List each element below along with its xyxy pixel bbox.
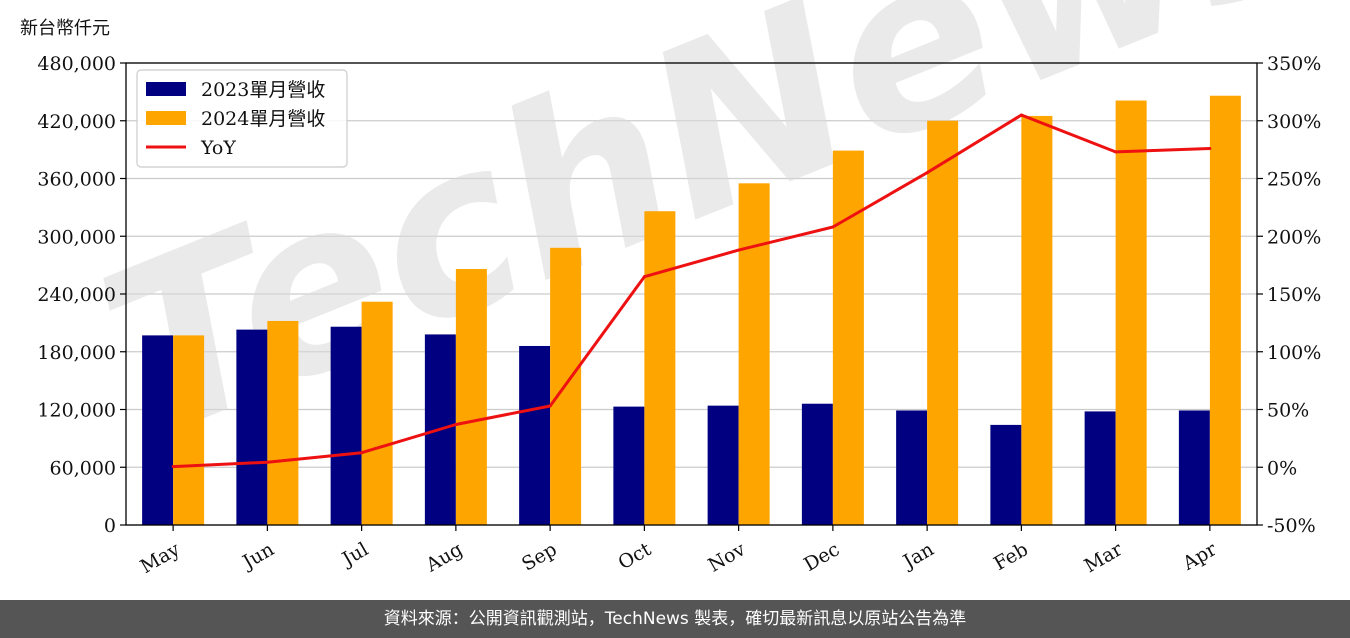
x-tick-label-jul: Jul xyxy=(337,538,372,571)
x-tick-label-dec: Dec xyxy=(800,538,843,576)
bar-2023-nov xyxy=(707,405,739,525)
bar-2024-apr xyxy=(1209,95,1241,525)
x-tick-label-nov: Nov xyxy=(705,538,750,577)
y-axis-unit-label: 新台幣仟元 xyxy=(20,18,110,39)
right-tick-label: 150% xyxy=(1267,284,1321,306)
left-tick-label: 360,000 xyxy=(37,169,116,191)
x-tick-label-apr: Apr xyxy=(1178,538,1221,575)
left-tick-label: 480,000 xyxy=(37,53,116,75)
legend-label-2024: 2024單月營收 xyxy=(201,108,325,130)
right-tick-label: 50% xyxy=(1267,400,1309,422)
bar-2024-may xyxy=(173,335,205,525)
yoy-point-feb xyxy=(1019,113,1023,117)
bar-2023-may xyxy=(142,335,174,525)
bar-2023-dec xyxy=(801,403,833,525)
bar-2023-mar xyxy=(1084,411,1116,525)
legend-swatch-2024 xyxy=(146,111,186,125)
right-tick-label: 0% xyxy=(1267,457,1297,479)
bar-2024-mar xyxy=(1115,100,1147,525)
x-tick-label-sep: Sep xyxy=(518,538,561,575)
bar-2024-jul xyxy=(361,301,393,525)
bar-2023-feb xyxy=(990,424,1022,525)
bar-2023-apr xyxy=(1178,410,1210,525)
legend-box xyxy=(136,69,348,168)
right-tick-label: 350% xyxy=(1267,53,1321,75)
right-tick-label: 300% xyxy=(1267,111,1321,133)
yoy-line xyxy=(173,113,1210,469)
legend-label-yoy: YoY xyxy=(200,137,236,159)
bar-2024-aug xyxy=(455,268,487,525)
yoy-point-aug xyxy=(454,423,458,427)
right-tick-label: 250% xyxy=(1267,169,1321,191)
yoy-line-layer xyxy=(171,113,1212,469)
yoy-point-jun xyxy=(265,460,269,464)
source-footer: 資料來源：公開資訊觀測站，TechNews 製表，確切最新訊息以原站公告為準 xyxy=(0,600,1350,638)
left-tick-label: 420,000 xyxy=(37,111,116,133)
yoy-point-sep xyxy=(548,404,552,408)
legend-label-2023: 2023單月營收 xyxy=(201,79,325,101)
right-tick-label: -50% xyxy=(1267,515,1316,537)
yoy-point-may xyxy=(171,465,175,469)
x-tick-label-may: May xyxy=(137,538,184,578)
yoy-point-jul xyxy=(360,451,364,455)
x-tick-label-aug: Aug xyxy=(421,538,466,577)
yoy-point-nov xyxy=(737,248,741,252)
x-tick-label-jan: Jan xyxy=(898,538,938,574)
bar-2023-jan xyxy=(896,410,928,525)
legend: 2023單月營收 2024單月營收 YoY xyxy=(136,69,348,168)
bar-2023-jun xyxy=(236,329,268,525)
yoy-point-mar xyxy=(1114,150,1118,154)
left-tick-label: 60,000 xyxy=(50,457,116,479)
yoy-point-apr xyxy=(1208,146,1212,150)
left-tick-label: 180,000 xyxy=(37,342,116,364)
bar-2023-oct xyxy=(613,406,645,525)
bar-2024-oct xyxy=(644,211,676,525)
legend-swatch-2023 xyxy=(146,82,186,96)
bar-2024-jan xyxy=(927,120,959,525)
left-tick-label: 0 xyxy=(104,515,116,537)
bar-2024-jun xyxy=(267,320,299,525)
bar-2024-dec xyxy=(832,150,864,525)
bar-2023-sep xyxy=(519,345,551,525)
right-tick-label: 100% xyxy=(1267,342,1321,364)
left-tick-label: 240,000 xyxy=(37,284,116,306)
x-tick-label-mar: Mar xyxy=(1081,538,1127,577)
yoy-point-dec xyxy=(831,225,835,229)
x-tick-label-jun: Jun xyxy=(237,538,278,574)
x-tick-label-oct: Oct xyxy=(615,538,656,574)
bar-2023-jul xyxy=(330,326,362,525)
revenue-chart: TechNews 060,000120,000180,000240,000300… xyxy=(37,0,1350,578)
bars xyxy=(142,95,1241,526)
yoy-point-jan xyxy=(925,171,929,175)
right-tick-label: 200% xyxy=(1267,226,1321,248)
yoy-point-oct xyxy=(642,275,646,279)
left-tick-label: 120,000 xyxy=(37,400,116,422)
x-tick-label-feb: Feb xyxy=(990,538,1032,575)
bar-2024-nov xyxy=(738,183,770,525)
bar-2024-feb xyxy=(1021,115,1053,525)
left-tick-label: 300,000 xyxy=(37,226,116,248)
